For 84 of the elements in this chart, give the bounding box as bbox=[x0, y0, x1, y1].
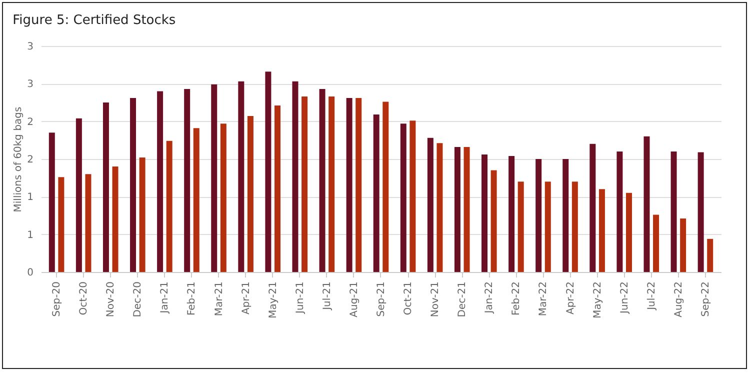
x-tick-label: Aug-21 bbox=[348, 282, 360, 318]
x-tick-label: Oct-20 bbox=[78, 282, 90, 316]
bar bbox=[328, 96, 335, 272]
x-tick-label: Mar-22 bbox=[538, 282, 550, 316]
bar bbox=[698, 152, 704, 272]
bar bbox=[490, 170, 497, 272]
bar bbox=[220, 124, 226, 272]
y-tick-label: 1 bbox=[27, 192, 34, 204]
bar bbox=[707, 238, 714, 272]
bar bbox=[644, 136, 650, 272]
chart-title: Figure 5: Certified Stocks bbox=[12, 13, 176, 28]
x-tick-label: Dec-21 bbox=[457, 282, 468, 318]
bar bbox=[292, 81, 298, 272]
y-tick-label: 3 bbox=[27, 42, 34, 52]
x-tick-label: Mar-21 bbox=[214, 282, 225, 316]
x-tick-label: Jun-22 bbox=[619, 282, 630, 314]
x-tick-label: Sep-22 bbox=[700, 282, 712, 317]
x-tick-label: Apr-22 bbox=[565, 282, 576, 314]
y-tick-label: 0 bbox=[27, 268, 34, 278]
x-tick-label: Feb-22 bbox=[511, 282, 522, 316]
x-tick-label: Oct-21 bbox=[403, 282, 414, 316]
x-tick-label: May-22 bbox=[592, 282, 604, 318]
bar bbox=[48, 132, 55, 272]
y-axis-title: Millions of 60kg bags bbox=[13, 106, 24, 212]
bar bbox=[157, 91, 164, 272]
bar bbox=[626, 192, 632, 272]
x-tick-label: May-21 bbox=[268, 282, 279, 318]
bar bbox=[598, 189, 605, 272]
x-tick-label: Jan-22 bbox=[484, 282, 496, 314]
bar bbox=[102, 102, 109, 272]
bar bbox=[464, 146, 470, 272]
x-tick-label: Sep-21 bbox=[376, 282, 387, 317]
x-tick-label: Jan-21 bbox=[160, 282, 171, 314]
bar bbox=[518, 182, 524, 272]
bar bbox=[193, 128, 200, 272]
bar bbox=[139, 157, 146, 272]
bar bbox=[58, 177, 64, 272]
bar bbox=[400, 124, 406, 272]
bar bbox=[265, 72, 272, 272]
y-tick-label: 2 bbox=[27, 116, 34, 128]
bar bbox=[211, 84, 218, 272]
y-tick-label: 3 bbox=[27, 79, 34, 90]
x-tick-label: Jun-21 bbox=[294, 282, 306, 314]
bar bbox=[680, 218, 686, 272]
y-tick-label: 2 bbox=[27, 154, 34, 166]
bar bbox=[544, 182, 551, 272]
x-tick-label: Sep-20 bbox=[52, 282, 63, 317]
x-tick-label: Jul-22 bbox=[646, 282, 658, 311]
bar bbox=[166, 140, 172, 272]
bar bbox=[346, 98, 352, 272]
bar bbox=[653, 214, 660, 272]
x-tick-label: Feb-21 bbox=[186, 282, 198, 316]
bar bbox=[670, 151, 677, 272]
bar bbox=[508, 156, 515, 272]
bar bbox=[373, 114, 380, 272]
x-tick-label: Nov-20 bbox=[106, 282, 117, 318]
bar bbox=[482, 154, 488, 272]
bar bbox=[302, 96, 308, 272]
bar bbox=[562, 159, 569, 272]
bar bbox=[436, 143, 443, 272]
bar bbox=[319, 88, 326, 272]
bar bbox=[130, 98, 136, 272]
bar bbox=[112, 166, 118, 272]
bar bbox=[382, 102, 389, 272]
bar bbox=[356, 98, 362, 272]
bar bbox=[454, 146, 460, 272]
y-tick-label: 1 bbox=[27, 230, 34, 241]
bar bbox=[427, 138, 434, 272]
x-tick-label: Dec-20 bbox=[132, 282, 144, 318]
bar bbox=[536, 159, 542, 272]
x-tick-label: Nov-21 bbox=[430, 282, 442, 318]
bar bbox=[184, 88, 190, 272]
bar bbox=[274, 106, 280, 272]
bar bbox=[590, 144, 596, 272]
x-tick-label: Aug-22 bbox=[673, 282, 684, 318]
bar bbox=[572, 182, 578, 272]
bar bbox=[76, 118, 82, 272]
x-tick-label: Apr-21 bbox=[240, 282, 252, 314]
bar bbox=[238, 81, 244, 272]
bar bbox=[410, 120, 416, 272]
x-tick-label: Jul-21 bbox=[322, 282, 333, 311]
bar bbox=[85, 174, 92, 272]
bar bbox=[616, 151, 623, 272]
bar bbox=[247, 116, 254, 272]
